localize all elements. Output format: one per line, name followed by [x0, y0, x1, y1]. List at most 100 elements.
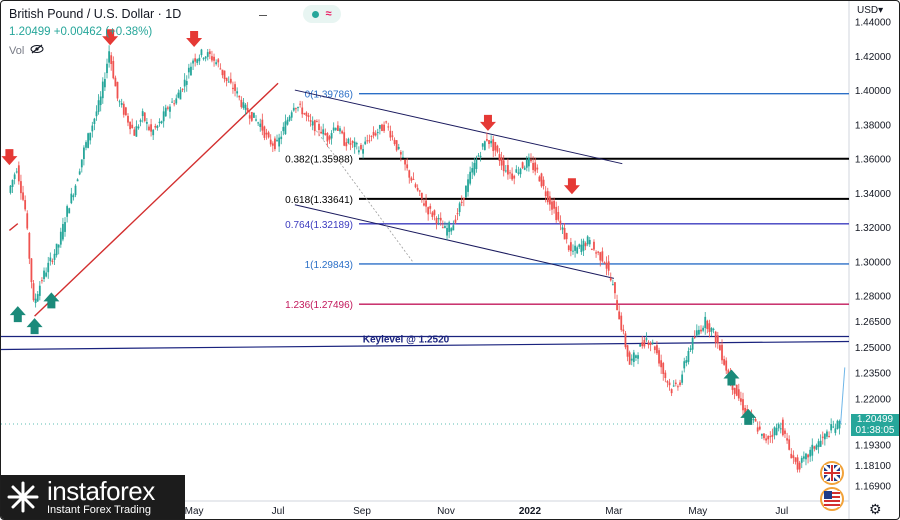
candle-body [714, 331, 717, 343]
candle-body [698, 329, 700, 335]
candle-body [632, 352, 635, 363]
candle-body [620, 315, 623, 330]
candle-body [519, 168, 522, 175]
arrow-shape [1, 149, 18, 166]
candle-body [343, 132, 346, 146]
candle-body [139, 120, 142, 122]
candle-body [500, 157, 503, 166]
buy-arrow-icon [723, 369, 740, 386]
arrow-shape [26, 318, 43, 335]
candle-body [742, 399, 744, 411]
candle-body [24, 200, 27, 210]
candle-body [74, 185, 77, 196]
watermark-tagline: Instant Forex Trading [47, 504, 151, 516]
candle-body [767, 436, 770, 440]
candle-body [412, 178, 415, 180]
candle-body [169, 106, 171, 112]
candle-body [399, 151, 402, 155]
buy-arrow-icon [740, 408, 757, 425]
y-tick-label: 1.38000 [855, 120, 892, 131]
candle-body [313, 120, 316, 132]
candle-body [355, 143, 358, 145]
candle-body [477, 155, 480, 157]
market-status-pill[interactable]: ≈ [303, 5, 341, 23]
candle-body [580, 244, 583, 253]
wave-icon: ≈ [325, 8, 332, 20]
fib-level-label: 0.618(1.33641) [285, 195, 353, 206]
candle-body [387, 126, 390, 128]
candle-body [347, 138, 350, 144]
candle-body [465, 185, 467, 198]
y-tick-label: 1.28000 [855, 292, 892, 303]
candle-body [53, 253, 56, 260]
currency-selector[interactable]: USD▾ [857, 5, 884, 16]
candle-body [802, 456, 805, 459]
candle-body [599, 252, 602, 261]
candle-body [320, 131, 322, 134]
candle-body [805, 453, 807, 460]
candle-body [647, 342, 650, 346]
candle-body [15, 171, 18, 173]
candle-body [301, 107, 304, 115]
eye-off-icon[interactable] [30, 44, 44, 57]
candle-body [177, 92, 180, 98]
gear-icon[interactable]: ⚙ [869, 501, 882, 517]
candle-body [183, 79, 186, 87]
candle-body [553, 200, 555, 209]
candle-body [265, 132, 268, 135]
candle-body [227, 81, 230, 83]
candle-body [467, 179, 469, 192]
arrow-shape [186, 30, 203, 47]
candle-body [349, 143, 352, 145]
candle-body [504, 170, 507, 172]
y-tick-label: 1.40000 [855, 86, 892, 97]
candle-body [807, 454, 809, 458]
candle-body [236, 91, 239, 94]
x-tick-label: 2022 [519, 506, 542, 517]
candle-body [414, 184, 417, 188]
fib-diagonal-line [311, 124, 413, 262]
candle-body [36, 294, 39, 302]
candle-body [97, 100, 100, 112]
candle-body [651, 342, 654, 344]
candle-body [38, 285, 41, 296]
candle-body [821, 436, 824, 438]
uk-flag-icon[interactable] [820, 461, 844, 485]
candle-body [383, 124, 385, 131]
candle-body [72, 195, 75, 198]
candle-body [43, 270, 45, 280]
candle-body [145, 121, 148, 124]
candle-body [196, 59, 199, 63]
candle-body [198, 57, 201, 62]
candle-body [502, 160, 505, 172]
candle-body [548, 196, 551, 205]
candle-body [433, 210, 436, 216]
candle-body [658, 350, 660, 364]
candle-body [452, 225, 455, 231]
y-tick-label: 1.25000 [855, 343, 892, 354]
candle-body [408, 170, 411, 178]
candle-body [190, 66, 192, 76]
candle-body [234, 84, 236, 91]
us-flag-icon[interactable] [820, 487, 844, 511]
candle-body [397, 146, 400, 149]
candle-body [362, 149, 364, 154]
candle-body [124, 107, 127, 116]
candle-body [41, 280, 43, 282]
candle-body [469, 171, 472, 184]
x-tick-label: Sep [353, 506, 371, 517]
candle-body [496, 145, 499, 152]
candle-body [334, 128, 337, 130]
candle-body [20, 181, 22, 194]
candle-body [225, 77, 228, 81]
candle-body [423, 203, 425, 206]
candle-body [316, 121, 318, 123]
keylevel-label: Keylevel @ 1.2520 [363, 334, 450, 345]
candle-body [817, 441, 820, 448]
candle-body [295, 108, 297, 110]
candle-body [792, 455, 795, 458]
y-tick-label: 1.26500 [855, 317, 892, 328]
candle-body [425, 200, 427, 207]
candle-body [297, 107, 299, 109]
